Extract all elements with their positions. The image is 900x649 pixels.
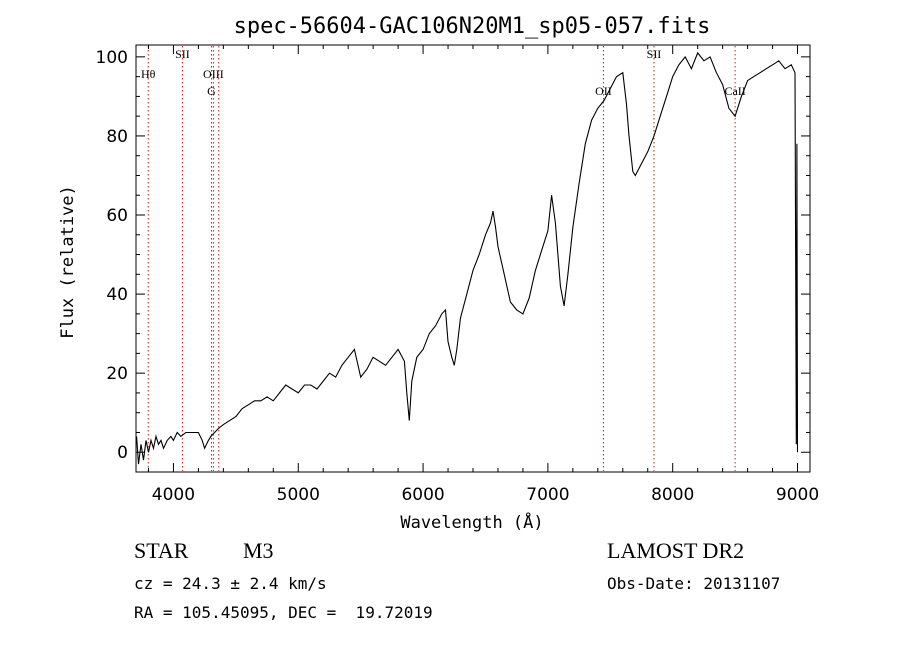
spectral-line-label: SII (647, 47, 662, 61)
x-axis-label: Wavelength (Å) (400, 511, 543, 533)
chart-title: spec-56604-GAC106N20M1_sp05-057.fits (234, 14, 711, 39)
y-axis-label: Flux (relative) (58, 185, 78, 339)
y-tick-label: 60 (106, 206, 128, 226)
spectrum-line (136, 51, 799, 465)
x-axis: 4000 5000 6000 7000 8000 9000 (147, 45, 819, 505)
spectral-line-labels: Hθ SII OIII G OII SII CaII (141, 47, 746, 98)
coordinates-text: RA = 105.45095, DEC = 19.72019 (134, 603, 433, 622)
redshift-text: cz = 24.3 ± 2.4 km/s (134, 574, 327, 593)
object-subclass: M3 (243, 538, 274, 563)
x-tick-label: 7000 (526, 485, 569, 505)
spectral-line-label: SII (175, 47, 190, 61)
x-tick-label: 9000 (776, 485, 819, 505)
x-tick-label: 6000 (401, 485, 444, 505)
survey-name: LAMOST DR2 (607, 538, 745, 563)
spectrum-plot (136, 51, 799, 465)
y-tick-label: 40 (106, 285, 128, 305)
spectral-line-label: Hθ (141, 67, 156, 81)
y-tick-label: 80 (106, 127, 128, 147)
spectral-line-label: OII (595, 84, 612, 98)
y-tick-label: 20 (106, 364, 128, 384)
plot-frame (135, 44, 811, 473)
x-tick-label: 4000 (152, 485, 195, 505)
x-tick-label: 5000 (277, 485, 320, 505)
x-tick-label: 8000 (651, 485, 694, 505)
y-axis: 0 20 40 60 80 100 (96, 48, 810, 463)
y-tick-label: 100 (96, 48, 128, 68)
spectral-line-label: G (207, 84, 216, 98)
spectral-line-markers (147, 46, 736, 471)
object-type: STAR (134, 538, 189, 563)
spectral-line-label: CaII (724, 84, 745, 98)
y-tick-label: 0 (117, 443, 128, 463)
spectral-line-label: OIII (203, 67, 224, 81)
obs-date-text: Obs-Date: 20131107 (607, 574, 781, 593)
